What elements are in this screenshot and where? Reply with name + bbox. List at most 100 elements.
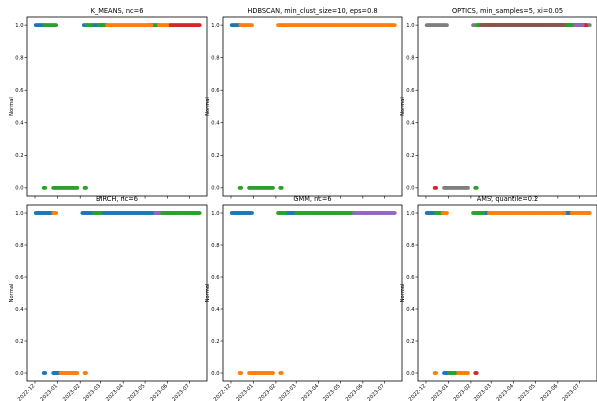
data-point [445, 211, 449, 215]
y-axis-label: Normal [400, 284, 406, 303]
data-point [434, 371, 439, 375]
x-tick-label: 2023-07 [171, 383, 191, 401]
x-tick-label: 2023-03 [278, 383, 298, 401]
y-tick-label: 0.0 [406, 371, 414, 377]
x-tick-label: 2023-06 [345, 383, 365, 401]
x-tick-label: 2022-12 [17, 383, 37, 401]
data-point [474, 371, 479, 375]
x-tick-label: 2023-06 [540, 383, 560, 401]
y-tick-label: 0.0 [15, 371, 23, 377]
axes-frame [26, 16, 208, 197]
data-point [149, 23, 154, 28]
data-point [197, 23, 202, 28]
data-point [54, 23, 59, 28]
y-tick-label: 0.2 [15, 339, 23, 345]
y-tick-label: 0.8 [406, 55, 414, 61]
data-point [98, 211, 103, 215]
x-tick-label: 2023-01 [235, 383, 255, 401]
x-tick-label: 2023-04 [300, 383, 320, 401]
x-tick-label: 2023-04 [105, 383, 125, 401]
data-point [157, 211, 161, 215]
y-tick-label: 0.2 [406, 153, 414, 159]
data-point [466, 185, 470, 190]
x-tick-label: 2022-12 [213, 383, 233, 401]
y-axis-label: Normal [400, 97, 406, 116]
y-tick-label: 0.8 [15, 55, 23, 61]
chart-title: HDBSCAN, min_clust_size=10, eps=0.8 [247, 7, 377, 15]
subplot-1: HDBSCAN, min_clust_size=10, eps=0.8 Norma… [205, 7, 403, 199]
y-tick-label: 1.0 [211, 23, 219, 29]
y-tick-label: 0.0 [211, 186, 219, 192]
data-point [197, 211, 202, 215]
chart-title: OPTICS, min_samples=5, xi=0.05 [452, 7, 563, 15]
data-point [54, 211, 59, 215]
x-tick-label: 2023-02 [258, 383, 278, 401]
y-tick-label: 0.8 [211, 243, 219, 249]
y-tick-label: 0.8 [15, 243, 23, 249]
x-tick-label: 2023-07 [561, 383, 581, 401]
axes-frame [26, 204, 208, 382]
data-point [584, 23, 589, 28]
y-tick-label: 1.0 [15, 23, 23, 29]
y-tick-label: 0.6 [406, 275, 414, 281]
y-tick-label: 0.2 [406, 339, 414, 345]
x-tick-label: 2023-02 [62, 383, 82, 401]
data-point [562, 23, 567, 28]
data-point [474, 185, 479, 190]
y-tick-label: 0.4 [406, 307, 415, 313]
data-point [279, 185, 284, 190]
y-axis-label: Normal [9, 97, 15, 116]
data-point [271, 185, 275, 190]
data-point [271, 371, 275, 375]
y-tick-label: 0.8 [406, 243, 414, 249]
y-tick-label: 0.0 [406, 186, 414, 192]
x-tick-label: 2023-07 [366, 383, 386, 401]
y-tick-label: 0.0 [15, 186, 23, 192]
x-tick-label: 2023-03 [82, 383, 102, 401]
x-tick-label: 2022-12 [408, 383, 428, 401]
data-point [75, 371, 80, 375]
data-point [587, 211, 592, 215]
x-tick-label: 2023-02 [453, 383, 473, 401]
data-point [283, 211, 288, 215]
subplot-0: K_MEANS, nc=6 Normal 0.0 0.2 0.4 0.6 0.8 1.0 [9, 7, 208, 199]
axes-frame [417, 204, 597, 382]
y-tick-label: 0.6 [15, 88, 23, 94]
data-point [580, 23, 585, 28]
data-point [587, 23, 592, 28]
y-tick-label: 0.4 [15, 307, 24, 313]
data-point [102, 23, 107, 28]
data-point [239, 371, 244, 375]
y-axis-label: Normal [9, 284, 15, 303]
data-point [75, 185, 80, 190]
y-tick-label: 0.2 [15, 153, 23, 159]
x-tick-label: 2023-01 [430, 383, 450, 401]
subplot-4: GMM, nc=6 Normal 0.0 0.2 0.4 0.6 0.8 1.0 2022-12… [205, 195, 403, 401]
axes-frame [222, 204, 403, 382]
data-point [392, 211, 397, 215]
x-tick-label: 2023-06 [149, 383, 169, 401]
y-tick-label: 0.4 [406, 121, 415, 127]
chart-title: BIRCH, nc=6 [96, 195, 138, 203]
y-tick-label: 0.8 [211, 55, 219, 61]
subplot-3: BIRCH, nc=6 Normal 0.0 0.2 0.4 0.6 0.8 1.0 2022-… [9, 195, 208, 401]
chart-title: K_MEANS, nc=6 [91, 7, 144, 15]
y-tick-label: 0.2 [211, 153, 219, 159]
x-tick-label: 2023-05 [517, 383, 537, 401]
y-tick-label: 1.0 [15, 211, 23, 217]
data-point [466, 371, 470, 375]
y-tick-label: 0.4 [211, 121, 220, 127]
y-tick-label: 0.4 [15, 121, 24, 127]
data-point [481, 211, 486, 215]
chart-title: AMS, quantile=0.2 [477, 195, 538, 203]
y-tick-label: 1.0 [406, 23, 414, 29]
data-point [392, 23, 397, 28]
y-axis-label: Normal [205, 284, 211, 303]
data-point [569, 23, 574, 28]
y-tick-label: 0.6 [211, 88, 219, 94]
data-point [434, 185, 439, 190]
axes-frame [417, 16, 597, 197]
x-tick-label: 2023-01 [39, 383, 59, 401]
y-tick-label: 1.0 [211, 211, 219, 217]
subplot-2: OPTICS, min_samples=5, xi=0.05 Normal 0.0 0… [400, 7, 597, 199]
